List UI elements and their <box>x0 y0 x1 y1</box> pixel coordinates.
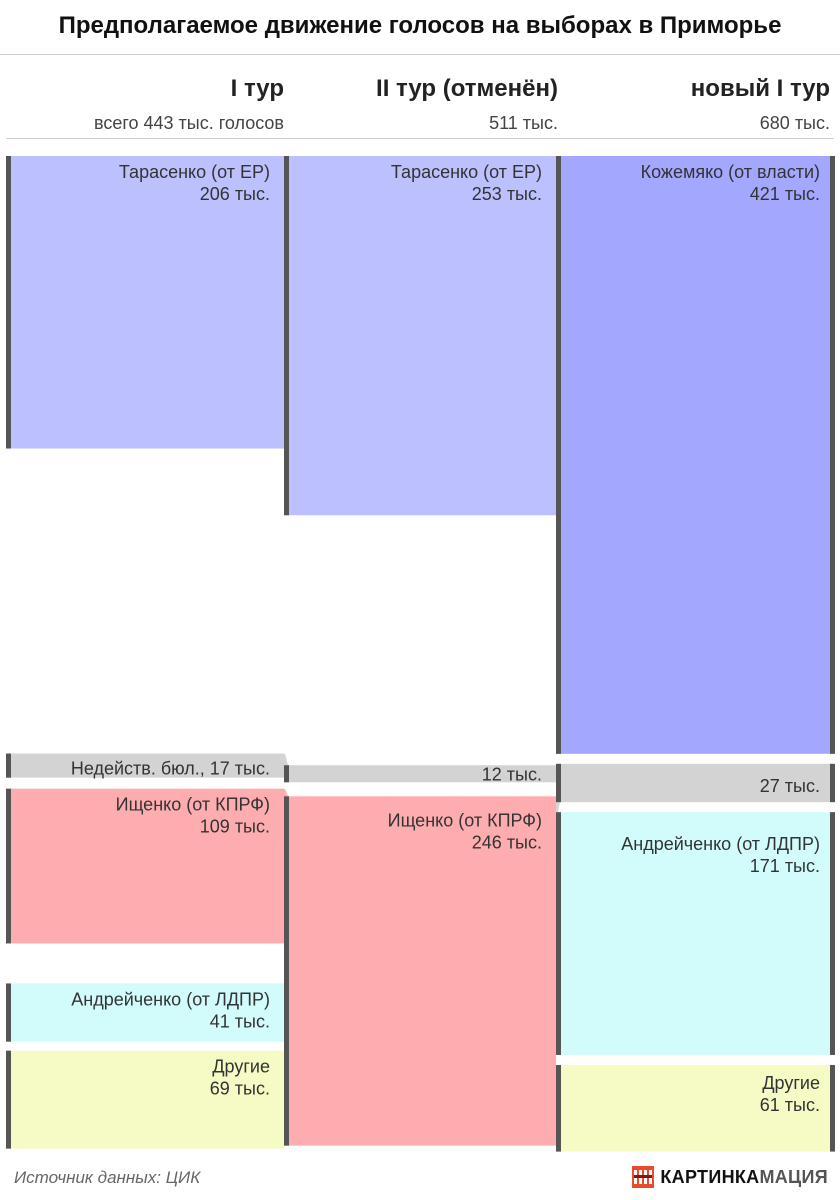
node-a3 <box>556 812 834 1055</box>
node-bar-k3 <box>556 156 561 754</box>
node-right-bar-inv3 <box>830 763 835 803</box>
column-header-round2: II тур (отменён) 511 тыс. <box>288 74 558 136</box>
column-sublabel: 680 тыс. <box>759 113 830 133</box>
column-label: новый I тур <box>690 75 830 102</box>
header-divider <box>284 138 556 139</box>
header-divider <box>556 138 834 139</box>
node-name-i1: Ищенко (от КПРФ) <box>116 795 270 815</box>
node-name-t2: Тарасенко (от ЕР) <box>391 162 542 182</box>
node-t1 <box>6 156 284 449</box>
nodes <box>6 156 835 1152</box>
column-sublabel: 511 тыс. <box>489 113 558 133</box>
node-o1 <box>6 1050 284 1149</box>
node-bar-t2 <box>284 156 289 516</box>
node-bar-inv1 <box>6 753 11 778</box>
node-k3 <box>556 156 834 754</box>
kartinkamaciya-logo-icon <box>632 1166 655 1188</box>
node-name-o3: Другие <box>762 1073 820 1093</box>
node-name-a1: Андрейченко (от ЛДПР) <box>71 989 270 1009</box>
node-value-k3: 421 тыс. <box>750 184 820 204</box>
node-a1 <box>6 983 284 1042</box>
node-name-a3: Андрейченко (от ЛДПР) <box>621 834 820 854</box>
brand-name-part1: КАРТИНКА <box>660 1166 760 1187</box>
node-name-o1: Другие <box>212 1057 270 1077</box>
header-divider <box>6 138 284 139</box>
column-label: I тур <box>230 75 284 102</box>
node-bar-inv2 <box>284 765 289 783</box>
node-inv3 <box>556 763 834 803</box>
node-i2 <box>284 796 556 1146</box>
sankey-chart: Тарасенко (от ЕР)206 тыс.Недейств. бюл.,… <box>6 156 835 1152</box>
node-value-i2: 246 тыс. <box>472 832 542 852</box>
brand-name-part2: МАЦИЯ <box>759 1166 828 1187</box>
node-t2 <box>284 156 556 516</box>
labels: Тарасенко (от ЕР)206 тыс.Недейств. бюл.,… <box>71 162 820 1115</box>
node-value-o1: 69 тыс. <box>210 1079 270 1099</box>
node-value-inv2: 12 тыс. <box>482 764 542 784</box>
node-label-inv1: Недейств. бюл., 17 тыс. <box>71 759 270 779</box>
node-inv1 <box>6 753 284 778</box>
node-value-i1: 109 тыс. <box>200 817 270 837</box>
node-i1 <box>6 788 284 944</box>
chart-title: Предполагаемое движение голосов на выбор… <box>0 0 840 55</box>
node-value-o3: 61 тыс. <box>760 1095 820 1115</box>
brand-logo: КАРТИНКАМАЦИЯ <box>632 1166 828 1188</box>
node-bar-i1 <box>6 788 11 944</box>
node-value-t1: 206 тыс. <box>200 184 270 204</box>
node-right-bar-k3 <box>830 156 835 754</box>
node-bar-a1 <box>6 983 11 1042</box>
data-source: Источник данных: ЦИК <box>14 1168 201 1187</box>
node-bar-i2 <box>284 796 289 1146</box>
node-bar-a3 <box>556 812 561 1055</box>
node-value-t2: 253 тыс. <box>472 184 542 204</box>
node-right-bar-a3 <box>830 812 835 1055</box>
node-bar-inv3 <box>556 763 561 803</box>
node-value-a1: 41 тыс. <box>210 1011 270 1031</box>
node-name-k3: Кожемяко (от власти) <box>641 162 820 182</box>
node-right-bar-o3 <box>830 1064 835 1152</box>
column-label: II тур (отменён) <box>376 75 558 102</box>
node-bar-t1 <box>6 156 11 449</box>
column-header-round1: I тур всего 443 тыс. голосов <box>14 74 284 136</box>
node-inv2 <box>284 765 556 783</box>
node-bar-o3 <box>556 1064 561 1152</box>
node-value-a3: 171 тыс. <box>750 856 820 876</box>
column-header-new-round: новый I тур 680 тыс. <box>560 74 830 136</box>
column-sublabel: всего 443 тыс. голосов <box>93 113 284 133</box>
node-bar-o1 <box>6 1050 11 1149</box>
node-name-t1: Тарасенко (от ЕР) <box>119 162 270 182</box>
node-o3 <box>556 1064 834 1152</box>
node-value-inv3: 27 тыс. <box>760 776 820 796</box>
node-name-i2: Ищенко (от КПРФ) <box>388 810 542 830</box>
